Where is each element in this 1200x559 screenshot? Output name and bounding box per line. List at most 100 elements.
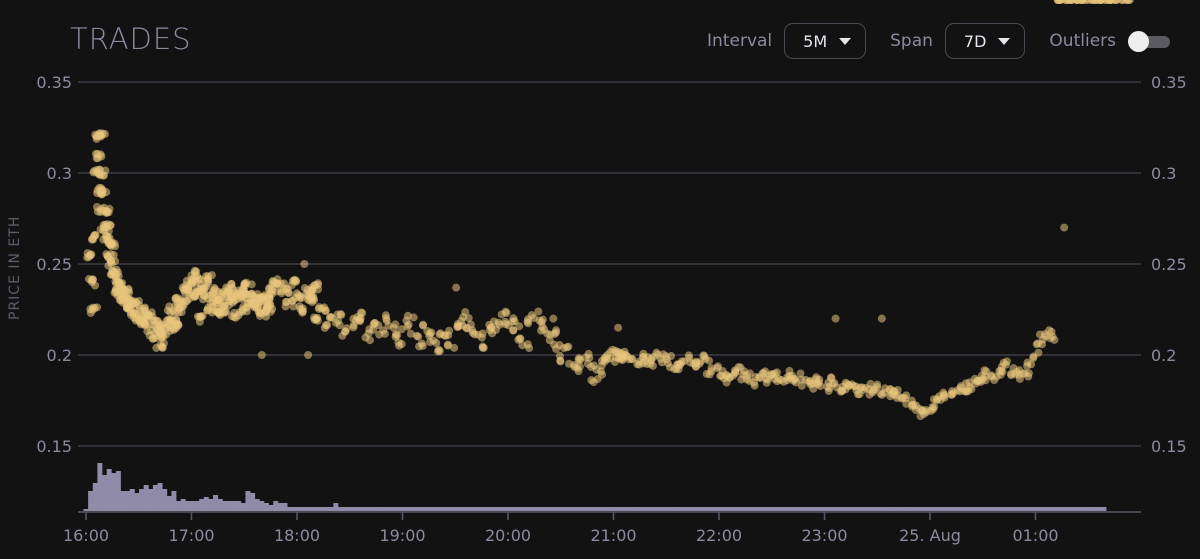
volume-bar — [1022, 507, 1028, 511]
volume-bar — [319, 507, 325, 511]
volume-bar — [652, 507, 658, 511]
trade-point — [508, 317, 517, 326]
trade-point — [796, 369, 805, 378]
trade-point — [705, 370, 714, 379]
volume-bar — [495, 507, 501, 511]
volume-bar — [587, 507, 593, 511]
volume-bar — [458, 507, 464, 511]
volume-bar — [1050, 507, 1056, 511]
volume-bar — [962, 507, 968, 511]
trade-point — [84, 275, 93, 284]
volume-bar — [208, 499, 214, 511]
trade-point — [409, 313, 418, 322]
volume-bar — [865, 507, 871, 511]
trade-point-outlier — [300, 260, 309, 268]
volume-bar — [953, 507, 959, 511]
volume-bar — [990, 507, 996, 511]
volume-bar — [648, 507, 654, 511]
volume-bar — [1059, 507, 1065, 511]
volume-bar — [120, 491, 126, 511]
trade-point — [489, 317, 498, 326]
trade-point — [141, 320, 150, 329]
volume-bar — [777, 507, 783, 511]
trade-point — [730, 366, 739, 375]
volume-bar — [930, 507, 936, 511]
volume-bar — [157, 483, 163, 511]
volume-bar — [148, 489, 154, 511]
trade-point — [501, 307, 510, 316]
volume-bar — [856, 507, 862, 511]
volume-bar — [851, 507, 857, 511]
volume-bar — [462, 507, 468, 511]
volume-bar — [833, 507, 839, 511]
volume-bar — [828, 507, 834, 511]
volume-bar — [393, 507, 399, 511]
outliers-toggle[interactable] — [1128, 31, 1172, 52]
volume-bar — [629, 507, 635, 511]
volume-bar — [925, 507, 931, 511]
interval-dropdown[interactable]: 5M — [784, 23, 867, 59]
trade-point — [338, 331, 347, 340]
volume-bar — [564, 507, 570, 511]
volume-bar — [83, 509, 89, 511]
volume-bar — [388, 507, 394, 511]
trade-point — [349, 314, 358, 323]
volume-bar — [476, 507, 482, 511]
volume-bar — [569, 507, 575, 511]
trade-point — [585, 353, 594, 362]
volume-bar — [305, 507, 311, 511]
volume-bar — [879, 507, 885, 511]
volume-bar — [453, 507, 459, 511]
volume-bar — [88, 491, 94, 511]
trade-point — [361, 333, 370, 342]
trade-point — [114, 278, 123, 287]
volume-bar — [111, 473, 117, 511]
trade-point-outlier — [304, 351, 313, 359]
volume-bar — [194, 501, 200, 511]
trade-point — [450, 343, 459, 352]
trade-point — [336, 310, 345, 319]
volume-bar — [1004, 507, 1010, 511]
volume-bar — [328, 507, 334, 511]
trade-point — [478, 343, 487, 352]
volume-bar — [486, 507, 492, 511]
volume-bar — [948, 507, 954, 511]
volume-bar — [860, 507, 866, 511]
trade-point — [182, 284, 191, 293]
volume-bar — [430, 507, 436, 511]
volume-bar — [772, 507, 778, 511]
y-tick-label-right: 0.35 — [1151, 73, 1187, 92]
y-tick-label-right: 0.25 — [1151, 255, 1187, 274]
trade-point — [518, 341, 527, 350]
volume-bar — [499, 507, 505, 511]
axes: 0.15 0.15 0.2 0.2 0.25 0.25 0.3 0.3 0.35 0.35 16:0… — [36, 73, 1186, 545]
volume-bar — [685, 507, 691, 511]
trade-point — [921, 406, 930, 415]
trade-point — [1048, 332, 1057, 341]
volume-bar — [800, 507, 806, 511]
trade-point — [552, 344, 561, 353]
trade-point — [308, 285, 317, 294]
trade-point — [106, 250, 115, 259]
volume-bar — [185, 501, 191, 511]
volume-bar — [449, 507, 455, 511]
trade-point — [419, 320, 428, 329]
volume-bar — [1073, 507, 1079, 511]
volume-bar — [1087, 507, 1093, 511]
trade-point — [468, 326, 477, 335]
volume-bar — [615, 507, 621, 511]
trade-point — [662, 355, 671, 364]
volume-bar — [518, 507, 524, 511]
x-tick-label: 16:00 — [63, 526, 109, 545]
volume-bar — [102, 475, 108, 511]
volume-bar — [222, 501, 228, 511]
span-dropdown[interactable]: 7D — [944, 23, 1026, 59]
volume-bar — [759, 507, 765, 511]
volume-bar — [944, 507, 950, 511]
trade-point — [381, 311, 390, 320]
volume-bar — [125, 491, 131, 511]
volume-bar — [934, 507, 940, 511]
trade-point — [514, 335, 523, 344]
trade-point — [136, 307, 145, 316]
trade-point — [565, 359, 574, 368]
